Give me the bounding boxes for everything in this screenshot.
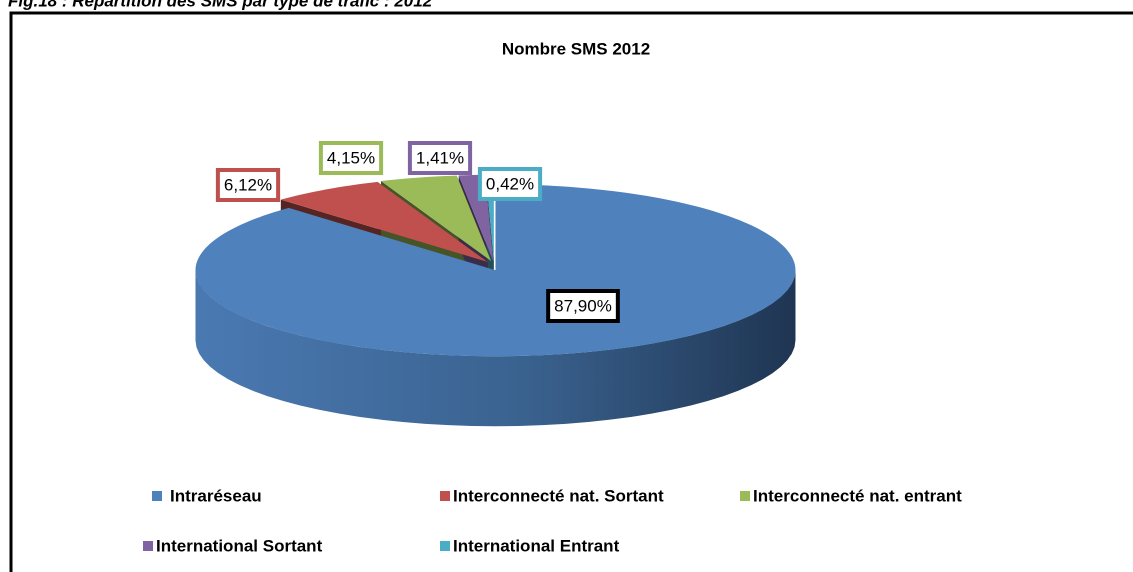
data-label: 4,15% — [327, 148, 375, 167]
legend-label: International Entrant — [453, 536, 620, 555]
data-label-box — [546, 289, 620, 323]
legend-label: Interconnecté nat. Sortant — [453, 486, 664, 505]
data-label: 0,42% — [486, 174, 534, 193]
data-label: 1,41% — [416, 148, 464, 167]
data-label: 6,12% — [224, 175, 272, 194]
legend-swatch — [440, 491, 450, 501]
data-label: 87,90% — [554, 296, 612, 315]
slice — [380, 175, 492, 262]
figure-caption: Fig.18 : Répartition des SMS par type de… — [8, 0, 433, 10]
data-label-box — [318, 141, 384, 175]
legend-swatch — [740, 491, 750, 501]
slice — [280, 181, 488, 262]
chart-title: Nombre SMS 2012 — [502, 39, 650, 58]
data-label-box — [477, 167, 543, 201]
legend-swatch — [143, 541, 153, 551]
slice — [195, 184, 796, 357]
legend-swatch — [440, 541, 450, 551]
chart-border — [9, 11, 1133, 572]
legend-label: International Sortant — [156, 536, 323, 555]
legend-label: Interconnecté nat. entrant — [753, 486, 962, 505]
legend-label: Intraréseau — [170, 486, 262, 505]
slice-side — [195, 270, 796, 427]
data-label-box — [407, 141, 473, 175]
legend-swatch — [152, 491, 162, 501]
pie — [195, 174, 796, 427]
data-label-box — [215, 168, 281, 202]
